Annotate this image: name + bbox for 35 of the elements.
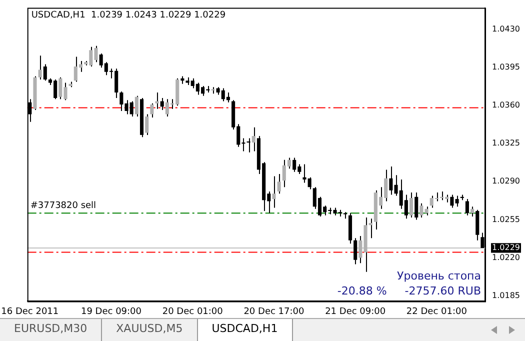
y-tick-label: 1.0395	[492, 62, 520, 72]
candlestick	[465, 198, 469, 216]
y-tick-label: 1.0185	[492, 290, 520, 300]
candlestick	[354, 238, 358, 265]
annotation: Уровень стопа	[397, 270, 482, 283]
annotation: -2757.60 RUB	[404, 284, 482, 298]
candlestick	[160, 97, 164, 110]
candlestick	[476, 209, 480, 241]
text: USDCAD,H1	[198, 319, 293, 341]
x-tick-label: 16 Dec 2011	[1, 306, 59, 317]
y-tick-label: 1.0360	[492, 100, 520, 110]
x-tick-label: 21 Dec 09:00	[325, 306, 386, 317]
x-tick-label: 19 Dec 09:00	[80, 306, 142, 317]
candlestick	[246, 138, 250, 153]
y-tick-label: 1.0325	[492, 138, 520, 148]
candlestick	[150, 102, 154, 118]
annotation: -20.88 %	[337, 284, 387, 298]
candlestick	[277, 174, 281, 194]
chart-title: USDCAD,H1 1.0239 1.0243 1.0229 1.0229	[31, 10, 226, 21]
text: XAUUSD,M5	[102, 319, 198, 341]
text: EURUSD,M30	[0, 319, 102, 341]
y-tick-label: 1.0290	[492, 176, 520, 186]
y-tick-label: 1.0430	[492, 24, 520, 34]
y-tick-label: 1.0229	[492, 243, 520, 252]
y-tick-label: 1.0255	[492, 214, 520, 224]
ref-line-label: #3773820 sell	[30, 201, 96, 212]
candlestick	[414, 192, 418, 220]
candlestick	[455, 195, 459, 208]
x-tick-label: 20 Dec 01:00	[162, 306, 224, 317]
candlestick	[43, 64, 47, 82]
x-tick-label: 20 Dec 17:00	[244, 306, 305, 317]
y-tick-label: 1.0220	[492, 252, 520, 262]
candlestick	[368, 218, 372, 239]
candlestick	[450, 194, 454, 208]
x-tick-label: 22 Dec 01:00	[406, 306, 468, 317]
